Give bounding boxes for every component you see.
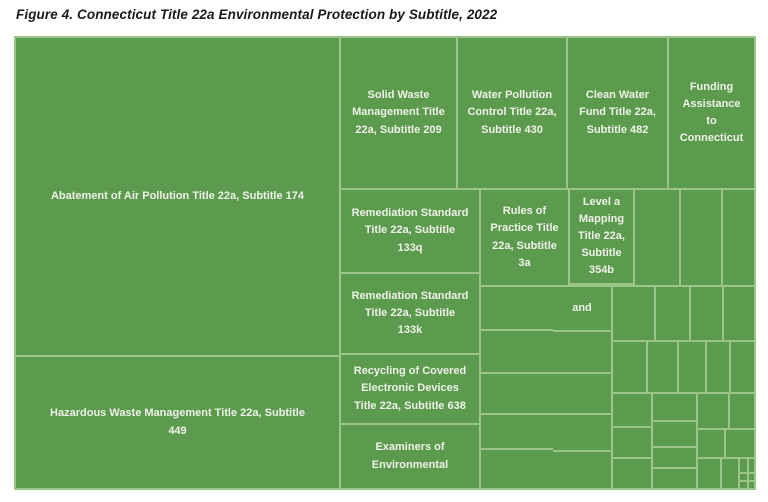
treemap-cell[interactable] xyxy=(740,474,747,480)
treemap-cell[interactable] xyxy=(553,374,611,413)
treemap-cell[interactable] xyxy=(726,430,754,457)
treemap-cell-label: Funding Assistance to Connecticut xyxy=(679,80,744,145)
treemap-cell[interactable] xyxy=(481,331,553,372)
treemap-cell[interactable]: and xyxy=(553,287,611,330)
treemap-cell[interactable] xyxy=(749,482,754,488)
treemap-cell-label: Examiners of Environmental xyxy=(371,441,449,471)
treemap-cell[interactable]: Hazardous Waste Management Title 22a, Su… xyxy=(16,357,339,488)
treemap-cell-label: Hazardous Waste Management Title 22a, Su… xyxy=(50,407,305,437)
treemap-cell[interactable] xyxy=(679,342,705,392)
treemap-cell[interactable] xyxy=(481,287,553,329)
treemap-cell[interactable] xyxy=(749,474,754,480)
treemap-cell[interactable] xyxy=(698,430,724,457)
treemap-cell[interactable] xyxy=(613,428,651,457)
treemap-cell[interactable] xyxy=(731,342,754,392)
treemap-cell[interactable] xyxy=(653,448,696,467)
treemap-cell[interactable] xyxy=(648,342,677,392)
treemap-cell-label: Clean Water Fund Title 22a, Subtitle 482 xyxy=(579,89,656,136)
treemap-cell[interactable]: Solid Waste Management Title 22a, Subtit… xyxy=(341,38,456,188)
treemap-cell[interactable]: Water Pollution Control Title 22a, Subti… xyxy=(458,38,566,188)
treemap-cell[interactable]: Examiners of Environmental xyxy=(341,425,479,488)
treemap-cell[interactable] xyxy=(698,459,720,488)
treemap-cell[interactable] xyxy=(653,394,696,420)
treemap-cell[interactable]: Abatement of Air Pollution Title 22a, Su… xyxy=(16,38,339,355)
treemap-cell[interactable]: Level a Mapping Title 22a, Subtitle 354b xyxy=(570,190,633,283)
treemap-cell[interactable]: Clean Water Fund Title 22a, Subtitle 482 xyxy=(568,38,667,188)
treemap-chart: Abatement of Air Pollution Title 22a, Su… xyxy=(14,36,756,490)
figure-title: Figure 4. Connecticut Title 22a Environm… xyxy=(16,7,498,22)
treemap-cell[interactable] xyxy=(653,422,696,446)
treemap-cell[interactable] xyxy=(613,459,651,488)
treemap-cell[interactable]: Remediation Standard Title 22a, Subtitle… xyxy=(341,190,479,272)
treemap-cell[interactable] xyxy=(722,459,738,488)
treemap-cell[interactable] xyxy=(691,287,722,340)
treemap-cell[interactable]: Remediation Standard Title 22a, Subtitle… xyxy=(341,274,479,353)
treemap-cell[interactable] xyxy=(724,287,754,340)
treemap-cell[interactable] xyxy=(481,374,553,413)
treemap-cell[interactable]: Rules of Practice Title 22a, Subtitle 3a xyxy=(481,190,568,285)
treemap-cell[interactable] xyxy=(740,459,747,472)
treemap-cell[interactable] xyxy=(656,287,689,340)
treemap-cell[interactable]: Recycling of Covered Electronic Devices … xyxy=(341,355,479,423)
treemap-cell[interactable] xyxy=(613,394,651,426)
treemap-cell-label: Remediation Standard Title 22a, Subtitle… xyxy=(351,207,469,254)
treemap-cell[interactable] xyxy=(749,459,754,472)
treemap-cell-label: Solid Waste Management Title 22a, Subtit… xyxy=(352,89,445,136)
treemap-cell[interactable] xyxy=(613,287,654,340)
treemap-cell-label: Water Pollution Control Title 22a, Subti… xyxy=(467,89,557,136)
treemap-cell[interactable] xyxy=(681,190,721,285)
treemap-cell[interactable] xyxy=(553,332,611,372)
treemap-cell-label: and xyxy=(572,301,592,314)
treemap-cell[interactable] xyxy=(707,342,729,392)
treemap-cell[interactable] xyxy=(740,482,747,488)
treemap-cell-label: Remediation Standard Title 22a, Subtitle… xyxy=(351,289,469,337)
treemap-cell[interactable]: Funding Assistance to Connecticut xyxy=(669,38,754,188)
treemap-cell[interactable] xyxy=(653,469,696,488)
treemap-cell[interactable] xyxy=(481,450,553,488)
treemap-cell[interactable] xyxy=(553,452,611,488)
treemap-cell-label: Level a Mapping Title 22a, Subtitle 354b xyxy=(578,195,625,277)
treemap-cell-label: Abatement of Air Pollution Title 22a, Su… xyxy=(50,189,305,202)
treemap-cell[interactable] xyxy=(481,415,553,448)
treemap-cell[interactable] xyxy=(553,415,611,450)
treemap-cell-label: Recycling of Covered Electronic Devices … xyxy=(353,365,467,412)
treemap-cell[interactable] xyxy=(723,190,754,285)
treemap-cell[interactable] xyxy=(613,342,646,392)
treemap-cell[interactable] xyxy=(698,394,728,428)
treemap-cell[interactable] xyxy=(635,190,679,285)
treemap-cell[interactable] xyxy=(730,394,754,428)
treemap-cell-label: Rules of Practice Title 22a, Subtitle 3a xyxy=(490,205,559,269)
